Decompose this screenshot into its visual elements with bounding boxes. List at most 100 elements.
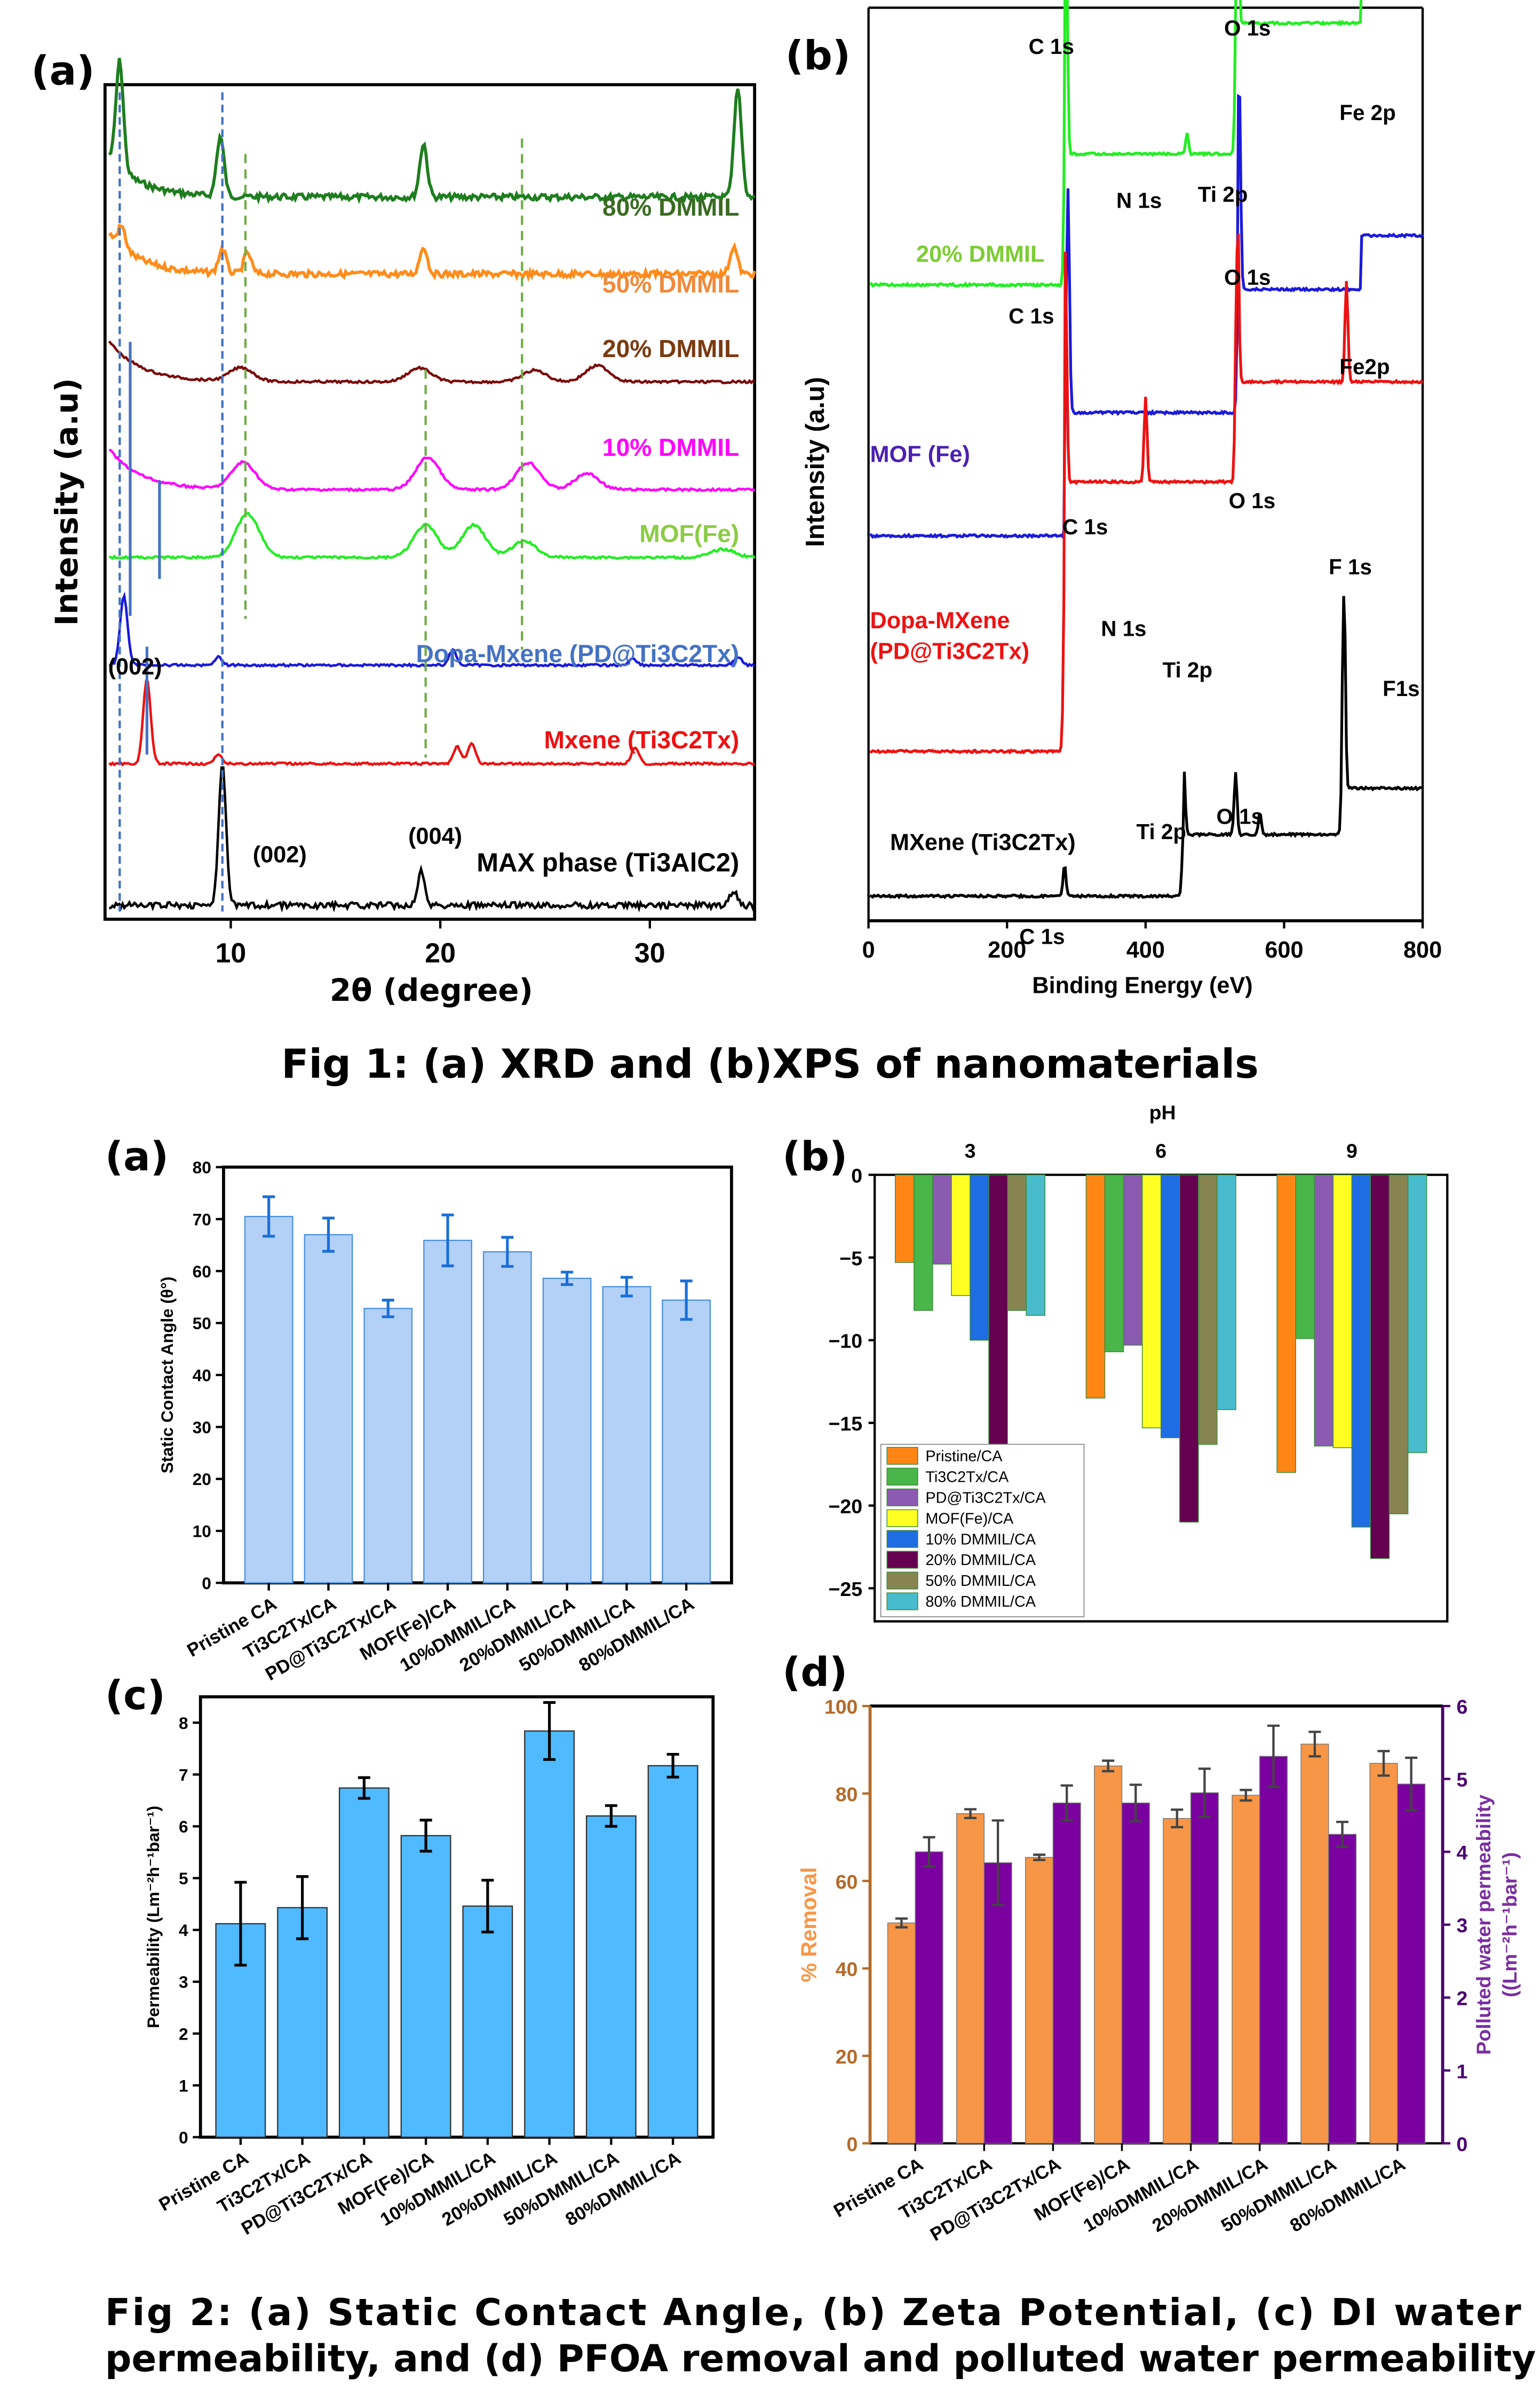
xrd-series-label: 80% DMMIL [602, 193, 739, 221]
zeta-legend-swatch [886, 1530, 918, 1548]
pfoa-bar [1259, 1756, 1288, 2144]
contact-angle-y-tick-label: 30 [193, 1418, 211, 1437]
xps-peak-label: N 1s [1116, 188, 1162, 212]
zeta-bar [1332, 1174, 1353, 1448]
pfoa-right-axis-label: ((Lm⁻²h⁻¹bar⁻¹) [1498, 1852, 1521, 1997]
permeability-bar [462, 1905, 513, 2138]
contact-angle-y-tick-label: 0 [202, 1574, 211, 1593]
xps-x-tick-label: 600 [1265, 937, 1303, 963]
contact-angle-y-tick-label: 50 [193, 1314, 211, 1333]
fig2-panel-d-label: (d) [782, 1649, 847, 1696]
xrd-annotation: (002) [253, 842, 307, 867]
zeta-bar [1085, 1174, 1106, 1398]
permeability-bar [647, 1765, 698, 2138]
pfoa-left-tick-label: 40 [836, 1958, 858, 1980]
zeta-bar [951, 1174, 971, 1296]
pfoa-x-tick-label: 10%DMMIL/CA [1080, 2154, 1202, 2237]
xps-peak-label: Ti 2p [1163, 658, 1213, 682]
xps-peak-label: C 1s [1029, 34, 1074, 59]
pfoa-bar [1121, 1803, 1150, 2144]
zeta-legend-label: MOF(Fe)/CA [925, 1510, 1014, 1527]
xps-series-line [869, 233, 1424, 755]
fig2-panel-a-label: (a) [105, 1133, 169, 1180]
zeta-y-tick-label: −10 [828, 1330, 862, 1352]
pfoa-bar [1328, 1834, 1357, 2144]
zeta-x-tick-label: 9 [1346, 1140, 1358, 1162]
contact-angle-y-tick-label: 80 [193, 1158, 211, 1177]
xps-x-tick-label: 0 [862, 937, 875, 963]
xrd-series-line [109, 448, 756, 493]
contact-angle-bar [244, 1215, 293, 1584]
pfoa-right-tick-label: 1 [1457, 2060, 1468, 2082]
permeability-y-tick-label: 5 [179, 1869, 188, 1888]
pfoa-left-tick-label: 60 [836, 1870, 858, 1893]
xps-peak-label: O 1s [1224, 265, 1271, 290]
pfoa-right-tick-label: 6 [1457, 1696, 1468, 1718]
xps-peak-label: F 1s [1329, 555, 1372, 579]
xrd-x-tick-label: 20 [425, 938, 456, 969]
permeability-bar [524, 1730, 575, 2138]
xrd-series-line [108, 58, 756, 205]
pfoa-left-tick-label: 80 [836, 1783, 858, 1805]
zeta-bar [1198, 1174, 1218, 1445]
zeta-bar [1351, 1174, 1371, 1528]
xrd-series-line [108, 679, 756, 767]
xps-series-line [869, 596, 1423, 900]
permeability-y-tick-label: 4 [179, 1921, 188, 1940]
zeta-bar [1007, 1174, 1027, 1311]
pfoa-right-tick-label: 2 [1457, 1987, 1468, 2010]
contact-angle-y-tick-label: 10 [193, 1522, 211, 1541]
xps-peak-label: F1s [1383, 676, 1420, 701]
zeta-bar [1407, 1174, 1427, 1453]
pfoa-right-tick-label: 5 [1457, 1768, 1468, 1791]
xps-peak-label: C 1s [1009, 304, 1054, 328]
pfoa-bar [1190, 1792, 1219, 2144]
xrd-series-label: Dopa-Mxene (PD@Ti3C2Tx) [416, 639, 740, 667]
xrd-annotation: (004) [408, 824, 462, 849]
xps-series-label: 20% DMMIL [916, 241, 1044, 267]
zeta-legend-swatch [886, 1571, 918, 1590]
fig1-caption: Fig 1: (a) XRD and (b)XPS of nanomateria… [281, 1040, 1259, 1087]
zeta-legend-swatch [886, 1467, 918, 1486]
fig1-panel-b-label: (b) [785, 32, 851, 79]
zeta-x-tick-label: 3 [965, 1140, 976, 1162]
pfoa-bar [956, 1813, 985, 2144]
xps-peak-label: C 1s [1019, 924, 1065, 949]
zeta-legend-swatch [886, 1488, 918, 1506]
xps-peak-label: Fe 2p [1339, 100, 1395, 125]
xps-series-label: (PD@Ti3C2Tx) [870, 639, 1030, 665]
pfoa-left-tick-label: 0 [847, 2133, 858, 2155]
xrd-series-label: MOF(Fe) [639, 519, 739, 547]
contact-angle-bar [423, 1239, 472, 1584]
pfoa-right-tick-label: 4 [1457, 1842, 1468, 1864]
xrd-series-line [108, 591, 756, 668]
pfoa-bar [915, 1851, 943, 2144]
zeta-y-tick-label: −5 [839, 1247, 862, 1269]
zeta-legend-label: 10% DMMIL/CA [925, 1531, 1036, 1548]
xps-peak-label: O 1s [1217, 804, 1264, 828]
zeta-x-axis-label: pH [1149, 1101, 1176, 1124]
pfoa-bar [887, 1922, 916, 2144]
xrd-series-line [108, 511, 756, 560]
permeability-y-tick-label: 1 [179, 2076, 188, 2095]
zeta-bar [1026, 1174, 1045, 1316]
xrd-series-label: Mxene (Ti3C2Tx) [544, 726, 739, 754]
pfoa-bar [1369, 1763, 1398, 2144]
zeta-bar [1276, 1174, 1296, 1473]
zeta-bar [1160, 1174, 1180, 1439]
permeability-bar [277, 1907, 328, 2138]
zeta-bar [1217, 1174, 1236, 1410]
xrd-series-label: 10% DMMIL [602, 433, 739, 461]
zeta-legend-swatch [886, 1509, 918, 1527]
pfoa-bar [1232, 1795, 1260, 2144]
zeta-legend-swatch [886, 1551, 918, 1569]
pfoa-bar [1397, 1783, 1426, 2144]
xps-peak-label: C 1s [1062, 515, 1108, 539]
contact-angle-y-tick-label: 40 [193, 1366, 211, 1385]
zeta-legend-label: 80% DMMIL/CA [925, 1593, 1036, 1610]
zeta-potential-chart: 0 −5 −10 −15 −20 −25 pH 3 6 9 Pristine/CA Ti3C2Tx/C… [828, 1101, 1449, 1623]
xps-peak-label: O 1s [1224, 15, 1271, 40]
fig2-caption-line1: Fig 2: (a) Static Contact Angle, (b) Zet… [105, 2292, 1521, 2334]
xps-y-axis-label: Intensity (a.u) [801, 377, 830, 547]
